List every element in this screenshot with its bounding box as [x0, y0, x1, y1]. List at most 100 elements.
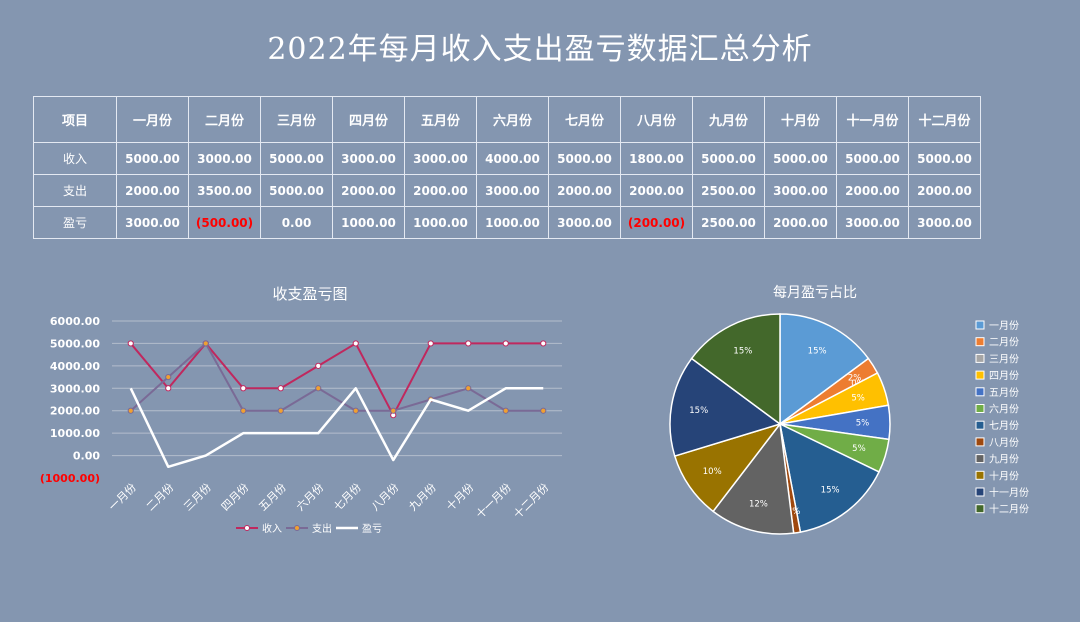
legend-label: 一月份 [989, 320, 1019, 332]
data-point-income [127, 340, 134, 347]
table-cell: 2000.00 [764, 206, 837, 239]
y-tick-label: 5000.00 [50, 337, 100, 350]
data-point-income [427, 340, 434, 347]
table-cell: 3000.00 [332, 142, 405, 175]
pie-slice-label: 15% [821, 486, 840, 496]
data-point-income [315, 362, 322, 369]
y-tick-label: (1000.00) [40, 472, 100, 485]
legend-swatch [975, 470, 985, 480]
y-tick-label: 2000.00 [50, 405, 100, 418]
table-cell: 5000.00 [692, 142, 765, 175]
pie-slice-label: 1% [787, 507, 801, 517]
data-point-expense [502, 407, 509, 414]
x-tick-label: 一月份 [106, 481, 139, 514]
y-tick-label: 3000.00 [50, 382, 100, 395]
pie-slice-label: 15% [733, 346, 752, 356]
table-cell: 2000.00 [836, 174, 909, 207]
table-cell: 3000.00 [116, 206, 189, 239]
legend-label: 六月份 [989, 404, 1019, 416]
legend-label: 七月份 [989, 420, 1019, 432]
legend-label: 九月份 [989, 454, 1019, 466]
pie-slice-label: 2% [848, 373, 862, 383]
pie-slice-label: 10% [703, 467, 722, 477]
table-cell: 4000.00 [476, 142, 549, 175]
pie-chart-title: 每月盈亏占比 [773, 285, 857, 301]
table-cell: 2000.00 [620, 174, 693, 207]
y-tick-label: 0.00 [73, 450, 100, 463]
table-cell: 3000.00 [908, 206, 981, 239]
legend-swatch [975, 504, 985, 514]
legend-label: 二月份 [989, 337, 1019, 349]
table-header-month: 三月份 [260, 96, 333, 143]
table-cell: 3000.00 [764, 174, 837, 207]
data-point-income [465, 340, 472, 347]
pie-slice-label: 15% [808, 346, 827, 356]
table-header-month: 八月份 [620, 96, 693, 143]
data-point-expense [540, 407, 547, 414]
legend-swatch [975, 370, 985, 380]
table-cell: 5000.00 [764, 142, 837, 175]
legend-swatch [975, 353, 985, 363]
table-header-month: 四月份 [332, 96, 405, 143]
table-cell: 5000.00 [548, 142, 621, 175]
pie-slice-label: 15% [689, 406, 708, 416]
legend-swatch [975, 320, 985, 330]
table-cell: 1000.00 [332, 206, 405, 239]
series-line-profit [129, 387, 544, 469]
x-tick-label: 二月份 [144, 481, 177, 514]
legend-swatch [975, 387, 985, 397]
legend-swatch [975, 437, 985, 447]
table-row: 支出 2000.00 3500.00 5000.00 2000.00 2000.00 300… [33, 174, 981, 207]
table-cell: 2000.00 [116, 174, 189, 207]
table-cell: 0.00 [260, 206, 333, 239]
pie-slice [778, 422, 881, 533]
table-header-month: 二月份 [188, 96, 261, 143]
legend-swatch [975, 337, 985, 347]
table-cell: 5000.00 [116, 142, 189, 175]
table-header-label: 项目 [33, 96, 117, 143]
table-cell: 3500.00 [188, 174, 261, 207]
data-point-income [240, 385, 247, 392]
table-header-row: 项目 一月份 二月份 三月份 四月份 五月份 六月份 七月份 八月份 九月份 十月份 十一月份 十二月份 [33, 96, 981, 143]
x-tick-label: 十一月份 [473, 480, 514, 521]
table-row: 收入 5000.00 3000.00 5000.00 3000.00 3000.00 400… [33, 142, 981, 175]
pie-chart: 每月盈亏占比15%2%0%5%5%5%15%1%12%10%15%15%一月份二… [669, 285, 1029, 535]
table-cell: 1000.00 [476, 206, 549, 239]
table-cell: 3000.00 [476, 174, 549, 207]
x-tick-label: 十二月份 [510, 480, 551, 521]
data-point-income [502, 340, 509, 347]
pie-slice [690, 313, 781, 426]
legend-label: 八月份 [989, 437, 1019, 449]
legend-label: 十二月份 [989, 503, 1029, 516]
x-tick-label: 五月份 [256, 481, 289, 514]
data-point-income [165, 385, 172, 392]
legend-label-profit: 盈亏 [362, 523, 382, 535]
x-tick-label: 六月份 [294, 481, 327, 514]
data-point-income [277, 385, 284, 392]
table-header-month: 七月份 [548, 96, 621, 143]
table-cell: 2000.00 [332, 174, 405, 207]
line-chart: 收支盈亏图 6000.00 5000.00 4000.00 3000.00 2000.00… [40, 285, 562, 535]
table-cell: 5000.00 [908, 142, 981, 175]
table-cell: 1000.00 [404, 206, 477, 239]
pie-slice-label: 5% [851, 394, 865, 404]
x-tick-label: 三月份 [181, 481, 214, 514]
x-tick-label: 十月份 [443, 480, 476, 513]
legend-label: 三月份 [989, 353, 1019, 365]
data-point-expense [240, 407, 247, 414]
data-point-expense [165, 373, 172, 381]
summary-table: 项目 一月份 二月份 三月份 四月份 五月份 六月份 七月份 八月份 九月份 十月份 十一月份 十二月份… [33, 96, 981, 239]
series-line-income [129, 342, 544, 417]
legend-label: 十月份 [989, 469, 1019, 482]
data-point-expense [465, 385, 472, 392]
table-header-month: 十月份 [764, 96, 837, 143]
table-cell: 2500.00 [692, 174, 765, 207]
y-tick-label: 6000.00 [50, 315, 100, 328]
table-cell: 2000.00 [908, 174, 981, 207]
pie-slice-label: 5% [856, 419, 870, 429]
data-point-expense [390, 407, 397, 414]
pie-slice-label: 5% [852, 444, 866, 454]
table-header-month: 九月份 [692, 96, 765, 143]
data-point-income [352, 340, 359, 347]
table-cell: 3000.00 [836, 206, 909, 239]
